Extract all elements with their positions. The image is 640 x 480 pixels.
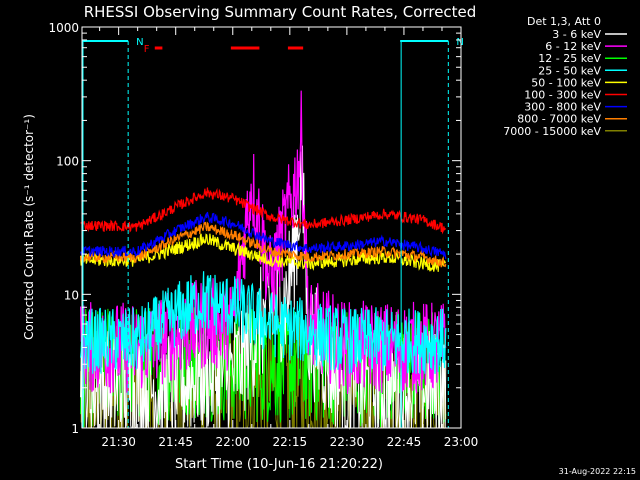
- x-tick-label-2: 22:00: [215, 435, 250, 449]
- x-tick-label-0: 21:30: [101, 435, 136, 449]
- y-tick-label-0: 1: [71, 422, 79, 436]
- y-tick-label-1: 10: [64, 288, 79, 302]
- legend-header: Det 1,3, Att 0: [527, 15, 601, 28]
- legend-label-3: 12 - 25 keV: [538, 52, 601, 65]
- series-line-7: [80, 211, 447, 260]
- legend-label-7: 300 - 800 keV: [524, 101, 601, 114]
- x-axis-label: Start Time (10-Jun-16 21:20:22): [175, 457, 383, 472]
- x-tick-label-6: 23:00: [444, 435, 479, 449]
- legend-label-8: 800 - 7000 keV: [517, 113, 601, 126]
- legend-label-2: 6 - 12 keV: [545, 40, 601, 53]
- legend-label-9: 7000 - 15000 keV: [503, 125, 601, 138]
- annotation-layer: N NF: [82, 37, 464, 428]
- y-tick-label-3: 1000: [48, 21, 79, 35]
- plot-timestamp: 31-Aug-2022 22:15: [559, 467, 636, 476]
- legend-label-1: 3 - 6 keV: [552, 28, 601, 41]
- chart-title: RHESSI Observing Summary Count Rates, Co…: [84, 3, 477, 21]
- x-tick-label-4: 22:30: [330, 435, 365, 449]
- series-line-6: [80, 187, 447, 235]
- series-line-4: [80, 271, 447, 374]
- y-axis-label: Corrected Count Rate (s⁻¹ detector⁻¹): [22, 114, 36, 340]
- night-label-1: N: [456, 37, 463, 48]
- x-tick-label-5: 22:45: [387, 435, 422, 449]
- legend-label-5: 50 - 100 keV: [531, 76, 601, 89]
- plot-frame: [81, 26, 462, 429]
- series-line-8: [80, 220, 447, 268]
- night-label-0: N: [136, 37, 143, 48]
- x-tick-label-1: 21:45: [158, 435, 193, 449]
- x-tick-label-3: 22:15: [273, 435, 308, 449]
- axis-layer: 21:30 21:45 22:00 22:15 22:30 22:45 23:00 1 10 10…: [48, 21, 478, 449]
- legend-label-4: 25 - 50 keV: [538, 64, 601, 77]
- legend-label-6: 100 - 300 keV: [524, 89, 601, 102]
- y-tick-label-2: 100: [56, 155, 79, 169]
- flare-label-2: F: [144, 44, 150, 55]
